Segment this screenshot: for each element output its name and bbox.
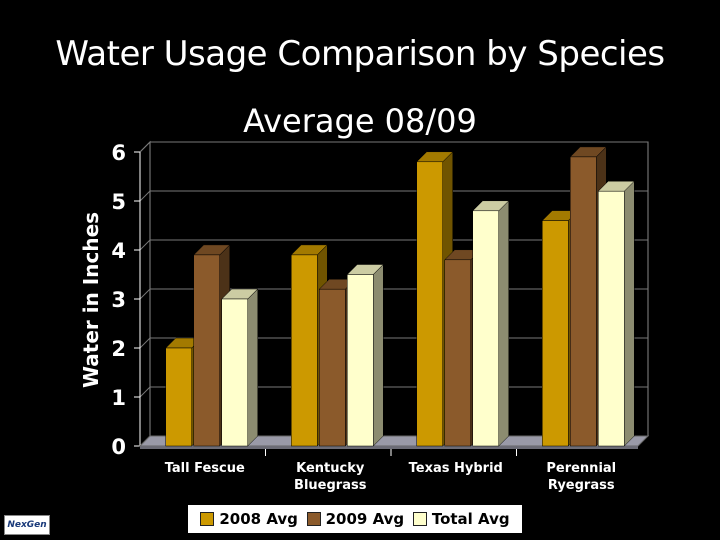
bar-total — [221, 298, 248, 447]
gridline-diagonal — [139, 141, 151, 153]
gridline-diagonal — [139, 337, 151, 349]
legend-item-2009: 2009 Avg — [306, 510, 405, 528]
legend-label-2009: 2009 Avg — [325, 510, 405, 528]
bar-total — [347, 274, 374, 447]
x-category-label: Texas Hybrid — [409, 461, 503, 476]
y-tick-label: 4 — [111, 239, 126, 263]
x-category-label: Kentucky — [296, 461, 365, 476]
chart-title: Water Usage Comparison by Species — [55, 34, 665, 74]
legend-swatch-total — [412, 512, 427, 526]
legend-label-2008: 2008 Avg — [219, 510, 298, 528]
gridline-diagonal — [139, 288, 151, 300]
bar-s2008 — [416, 161, 443, 447]
legend-swatch-2009 — [306, 512, 321, 526]
nexgen-logo: NexGen — [4, 515, 50, 535]
bar-total — [598, 190, 625, 447]
y-tick-label: 0 — [111, 435, 126, 459]
bar-side-total — [373, 263, 384, 447]
bar-side-total — [498, 200, 509, 447]
legend-swatch-2008 — [200, 512, 215, 526]
legend-item-2008: 2008 Avg — [200, 510, 298, 528]
x-category-label: Ryegrass — [548, 478, 615, 493]
y-tick-label: 3 — [111, 288, 126, 312]
chart-legend: 2008 Avg 2009 Avg Total Avg — [188, 505, 522, 533]
gridline-diagonal — [139, 239, 151, 251]
y-axis-title: Water in Inches — [79, 212, 103, 388]
bar-s2008 — [165, 347, 192, 447]
bar-s2009 — [570, 156, 597, 447]
bar-s2009 — [319, 288, 346, 447]
y-tick-label: 5 — [111, 190, 126, 214]
y-tick-label: 2 — [111, 337, 126, 361]
gridline-diagonal — [139, 190, 151, 202]
x-category-label: Tall Fescue — [165, 461, 245, 476]
bar-s2008 — [291, 254, 318, 447]
legend-label-total: Total Avg — [431, 510, 510, 528]
x-category-label: Bluegrass — [294, 478, 367, 493]
bar-s2009 — [193, 254, 220, 447]
y-tick-label: 1 — [111, 386, 126, 410]
y-tick-label: 6 — [111, 141, 126, 165]
bar-s2009 — [444, 259, 471, 447]
bar-total — [472, 210, 499, 447]
gridline-diagonal — [139, 386, 151, 398]
plot-floor-edge — [140, 446, 638, 449]
bar-side-total — [247, 288, 258, 447]
bar-side-total — [624, 180, 635, 447]
x-category-label: Perennial — [546, 461, 616, 476]
legend-item-total: Total Avg — [412, 510, 510, 528]
chart-subtitle: Average 08/09 — [243, 102, 477, 140]
bar-s2008 — [542, 220, 569, 447]
